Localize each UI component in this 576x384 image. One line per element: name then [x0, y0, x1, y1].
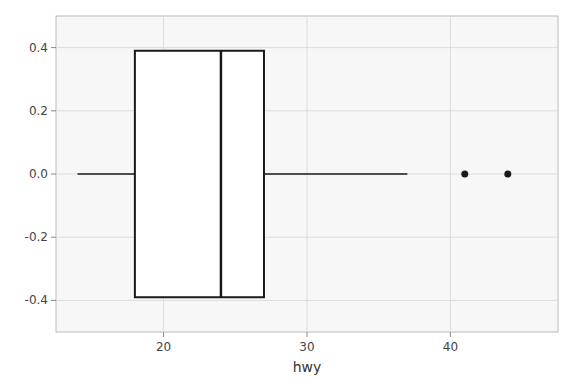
tick-y [51, 110, 56, 111]
grid [56, 16, 558, 332]
tick-label-y: 0.4 [29, 41, 48, 55]
whisker-high [264, 173, 407, 175]
tick-y [51, 47, 56, 48]
median [220, 51, 223, 297]
tick-x [307, 332, 308, 337]
grid-line-y [56, 174, 558, 175]
tick-x [163, 332, 164, 337]
grid-line-y [56, 237, 558, 238]
tick-x [450, 332, 451, 337]
outlier [461, 171, 468, 178]
plot-frame [56, 16, 558, 332]
tick-label-y: -0.4 [25, 293, 48, 307]
whisker-low [78, 173, 135, 175]
grid-line-y [56, 300, 558, 301]
tick-y [51, 300, 56, 301]
grid-line-y [56, 47, 558, 48]
box [135, 51, 264, 297]
tick-label-y: -0.2 [25, 230, 48, 244]
axes: 20 30 40 -0.4 -0.2 0.0 0.2 0.4 [25, 41, 458, 354]
tick-label-x: 30 [299, 340, 314, 354]
outlier [504, 171, 511, 178]
tick-label-x: 20 [156, 340, 171, 354]
tick-label-y: 0.0 [29, 167, 48, 181]
tick-y [51, 174, 56, 175]
tick-y [51, 237, 56, 238]
tick-label-x: 40 [443, 340, 458, 354]
marks [78, 51, 512, 297]
tick-label-y: 0.2 [29, 104, 48, 118]
grid-line-y [56, 110, 558, 111]
x-axis-label: hwy [293, 359, 322, 375]
chart-container: 20 30 40 -0.4 -0.2 0.0 0.2 0.4 hwy [0, 0, 576, 384]
chart: 20 30 40 -0.4 -0.2 0.0 0.2 0.4 hwy [0, 0, 576, 384]
